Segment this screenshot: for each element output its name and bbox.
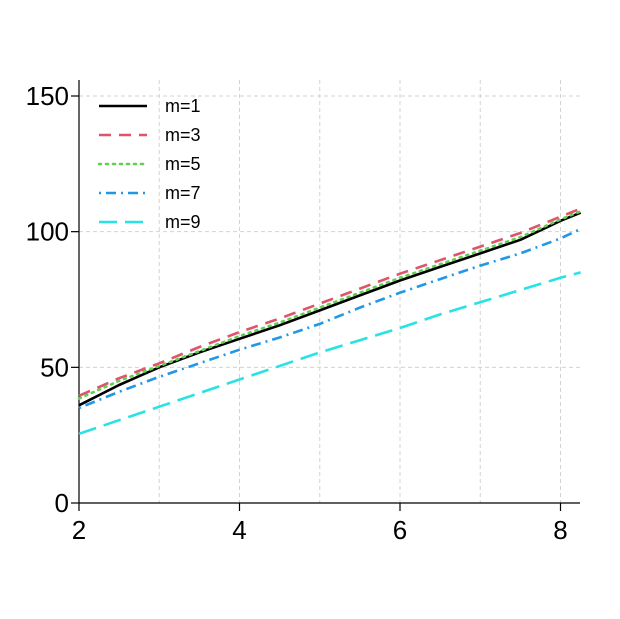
series-line-m-7 <box>78 227 582 410</box>
series-line-m-9 <box>78 271 581 436</box>
series-line-m-5 <box>77 210 582 400</box>
y-tick-label: 100 <box>26 217 69 247</box>
y-tick-label: 150 <box>26 81 69 111</box>
legend-label: m=5 <box>165 154 201 174</box>
x-tick-label: 2 <box>72 515 86 545</box>
x-tick-label: 6 <box>393 515 407 545</box>
legend-label: m=3 <box>165 125 201 145</box>
series-line-m-3 <box>78 207 582 397</box>
y-tick-label: 0 <box>55 488 69 518</box>
x-tick-label: 4 <box>232 515 246 545</box>
axes: 0 50 100 150 2 4 6 8 <box>26 80 580 545</box>
y-tick-label: 50 <box>40 352 69 382</box>
legend-label: m=9 <box>165 212 201 232</box>
legend: m=1 m=3 m=5 m=7 m=9 <box>97 96 201 232</box>
series-lines <box>77 207 582 436</box>
legend-label: m=1 <box>165 96 201 116</box>
x-tick-label: 8 <box>553 515 567 545</box>
legend-label: m=7 <box>165 183 201 203</box>
grid <box>79 80 580 503</box>
